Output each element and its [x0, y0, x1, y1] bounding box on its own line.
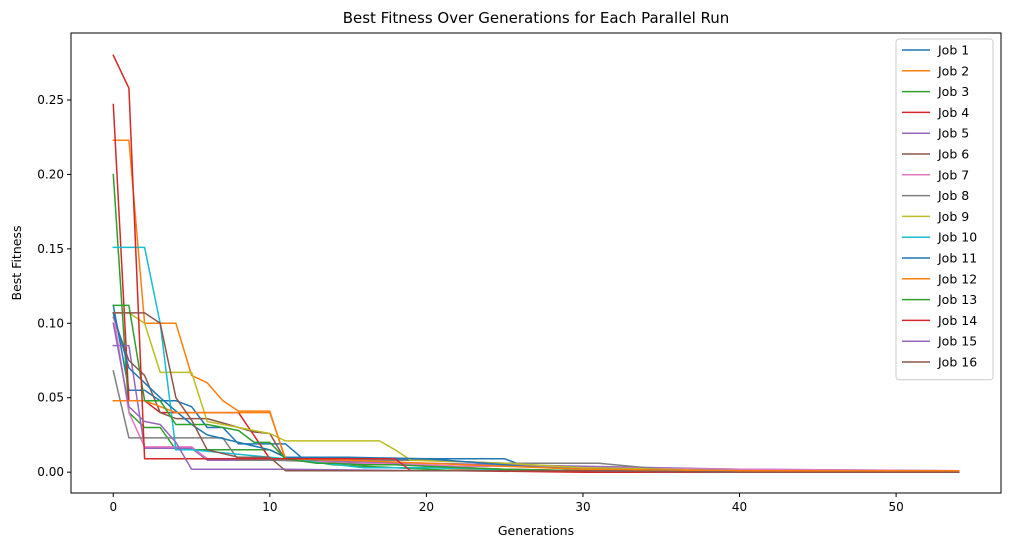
- legend: Job 1 Job 2 Job 3 Job 4 Job 5 Job 6 Job 7 Job 8…: [895, 38, 994, 381]
- legend-entry: Job 2: [937, 63, 969, 78]
- x-tick-label: 50: [888, 500, 903, 514]
- legend-entry: Job 16: [937, 355, 977, 370]
- series-line-job-10: [112, 246, 960, 472]
- y-tick-label: 0.10: [37, 316, 64, 330]
- legend-entry: Job 13: [937, 292, 977, 307]
- legend-entry: Job 9: [937, 209, 969, 224]
- legend-entry: Job 4: [937, 105, 969, 120]
- series-line-job-14: [112, 54, 960, 473]
- series-line-job-7: [112, 312, 960, 472]
- x-tick-label: 40: [732, 500, 747, 514]
- legend-entry: Job 10: [937, 230, 977, 245]
- legend-entry: Job 14: [937, 313, 977, 328]
- series-line-job-9: [112, 312, 960, 472]
- series-line-job-5: [112, 344, 960, 472]
- x-tick-label: 30: [575, 500, 590, 514]
- y-tick-label: 0.15: [37, 242, 64, 256]
- plot-frame: [70, 32, 1002, 494]
- y-axis-label: Best Fitness: [9, 226, 24, 301]
- series-line-job-6: [112, 316, 960, 472]
- legend-frame: [895, 38, 994, 381]
- chart-title: Best Fitness Over Generations for Each P…: [343, 9, 730, 27]
- x-axis-label: Generations: [498, 523, 574, 538]
- legend-entry: Job 1: [937, 43, 969, 58]
- y-tick-label: 0.05: [37, 391, 64, 405]
- series-line-job-1: [112, 304, 960, 472]
- legend-entry: Job 8: [937, 188, 969, 203]
- legend-entry: Job 12: [937, 271, 977, 286]
- series-line-job-4: [112, 103, 960, 472]
- y-tick-label: 0.20: [37, 167, 64, 181]
- series-line-job-13: [112, 304, 960, 473]
- series-line-job-2: [112, 139, 960, 472]
- x-tick-label: 0: [109, 500, 117, 514]
- series-line-job-12: [112, 399, 960, 472]
- y-axis: 0.00 0.05 0.10 0.15 0.20 0.25: [37, 93, 71, 479]
- x-axis: 0 10 20 30 40 50: [109, 493, 904, 514]
- legend-entry: Job 5: [937, 126, 969, 141]
- x-tick-label: 10: [262, 500, 277, 514]
- plot-area: [112, 54, 960, 473]
- legend-entry: Job 7: [937, 167, 969, 182]
- series-line-job-11: [112, 311, 960, 472]
- y-tick-label: 0.00: [37, 465, 64, 479]
- legend-entry: Job 6: [937, 147, 969, 162]
- x-tick-label: 20: [419, 500, 434, 514]
- legend-entry: Job 15: [937, 334, 977, 349]
- legend-entry: Job 11: [937, 251, 977, 266]
- series-line-job-8: [112, 369, 960, 472]
- series-line-job-16: [112, 312, 960, 473]
- y-tick-label: 0.25: [37, 93, 64, 107]
- legend-entry: Job 3: [937, 84, 969, 99]
